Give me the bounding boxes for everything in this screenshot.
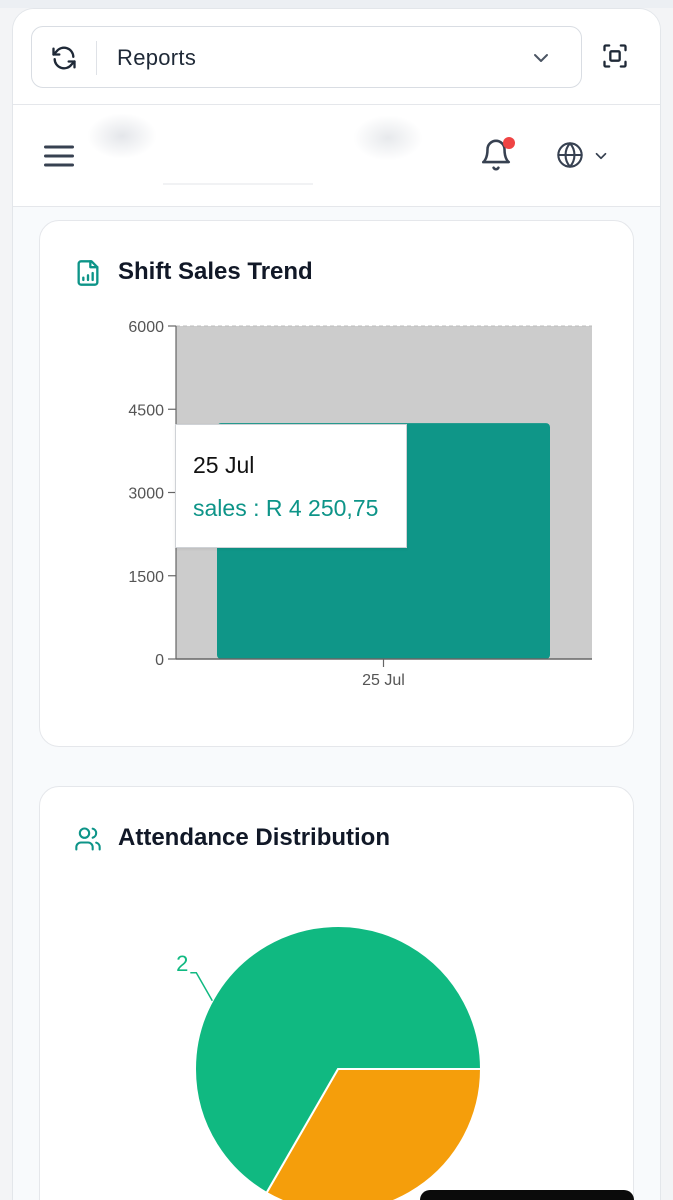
sales-trend-card: Shift Sales Trend 0 1500 3000 4500 6000 25 J… [39,220,634,747]
tooltip-value: sales : R 4 250,75 [193,495,378,522]
users-icon [75,827,101,851]
sales-trend-title: Shift Sales Trend [118,258,313,285]
hamburger-menu-icon[interactable] [41,138,77,174]
report-selector-bar: Reports [13,9,660,105]
refresh-icon[interactable] [50,44,78,72]
file-chart-icon [77,260,99,286]
chevron-down-icon [595,152,607,160]
status-strip [0,0,673,8]
x-axis: 25 Jul [176,658,592,689]
attendance-pie-chart: 2 [176,925,483,1200]
fullscreen-scan-icon[interactable] [601,42,629,70]
selector-divider [96,41,97,75]
blurred-logo [87,113,157,159]
report-select-value: Reports [117,45,197,70]
bell-icon [481,139,511,171]
blurred-divider [163,183,313,185]
chart-tooltip: 25 Jul sales : R 4 250,75 [175,424,407,548]
app-header [13,105,660,207]
notifications-button[interactable] [479,137,515,173]
tooltip-series: sales [193,495,247,521]
globe-icon [557,142,583,168]
pie-slice-label: 2 [176,951,188,976]
pie-label-line [190,972,213,1002]
home-indicator [420,1190,634,1200]
tooltip-separator: : [246,495,266,521]
y-tick-label: 0 [155,652,164,669]
y-tick-label: 1500 [128,569,164,586]
x-tick-label: 25 Jul [362,672,405,689]
tooltip-amount: R 4 250,75 [265,495,379,521]
app-frame: Reports [12,8,661,1200]
y-axis: 0 1500 3000 4500 6000 [128,319,177,669]
language-selector[interactable] [556,141,616,171]
attendance-title: Attendance Distribution [118,824,391,851]
y-tick-label: 4500 [128,402,164,419]
tooltip-label: 25 Jul [193,452,255,478]
y-tick-label: 6000 [128,319,164,336]
attendance-card: Attendance Distribution 2 [39,786,634,1200]
chevron-down-icon [534,54,548,62]
pie-slice[interactable] [194,925,483,1195]
blurred-element [353,115,423,161]
y-tick-label: 3000 [128,486,164,503]
notification-badge [503,137,515,149]
report-select[interactable]: Reports [31,26,582,88]
